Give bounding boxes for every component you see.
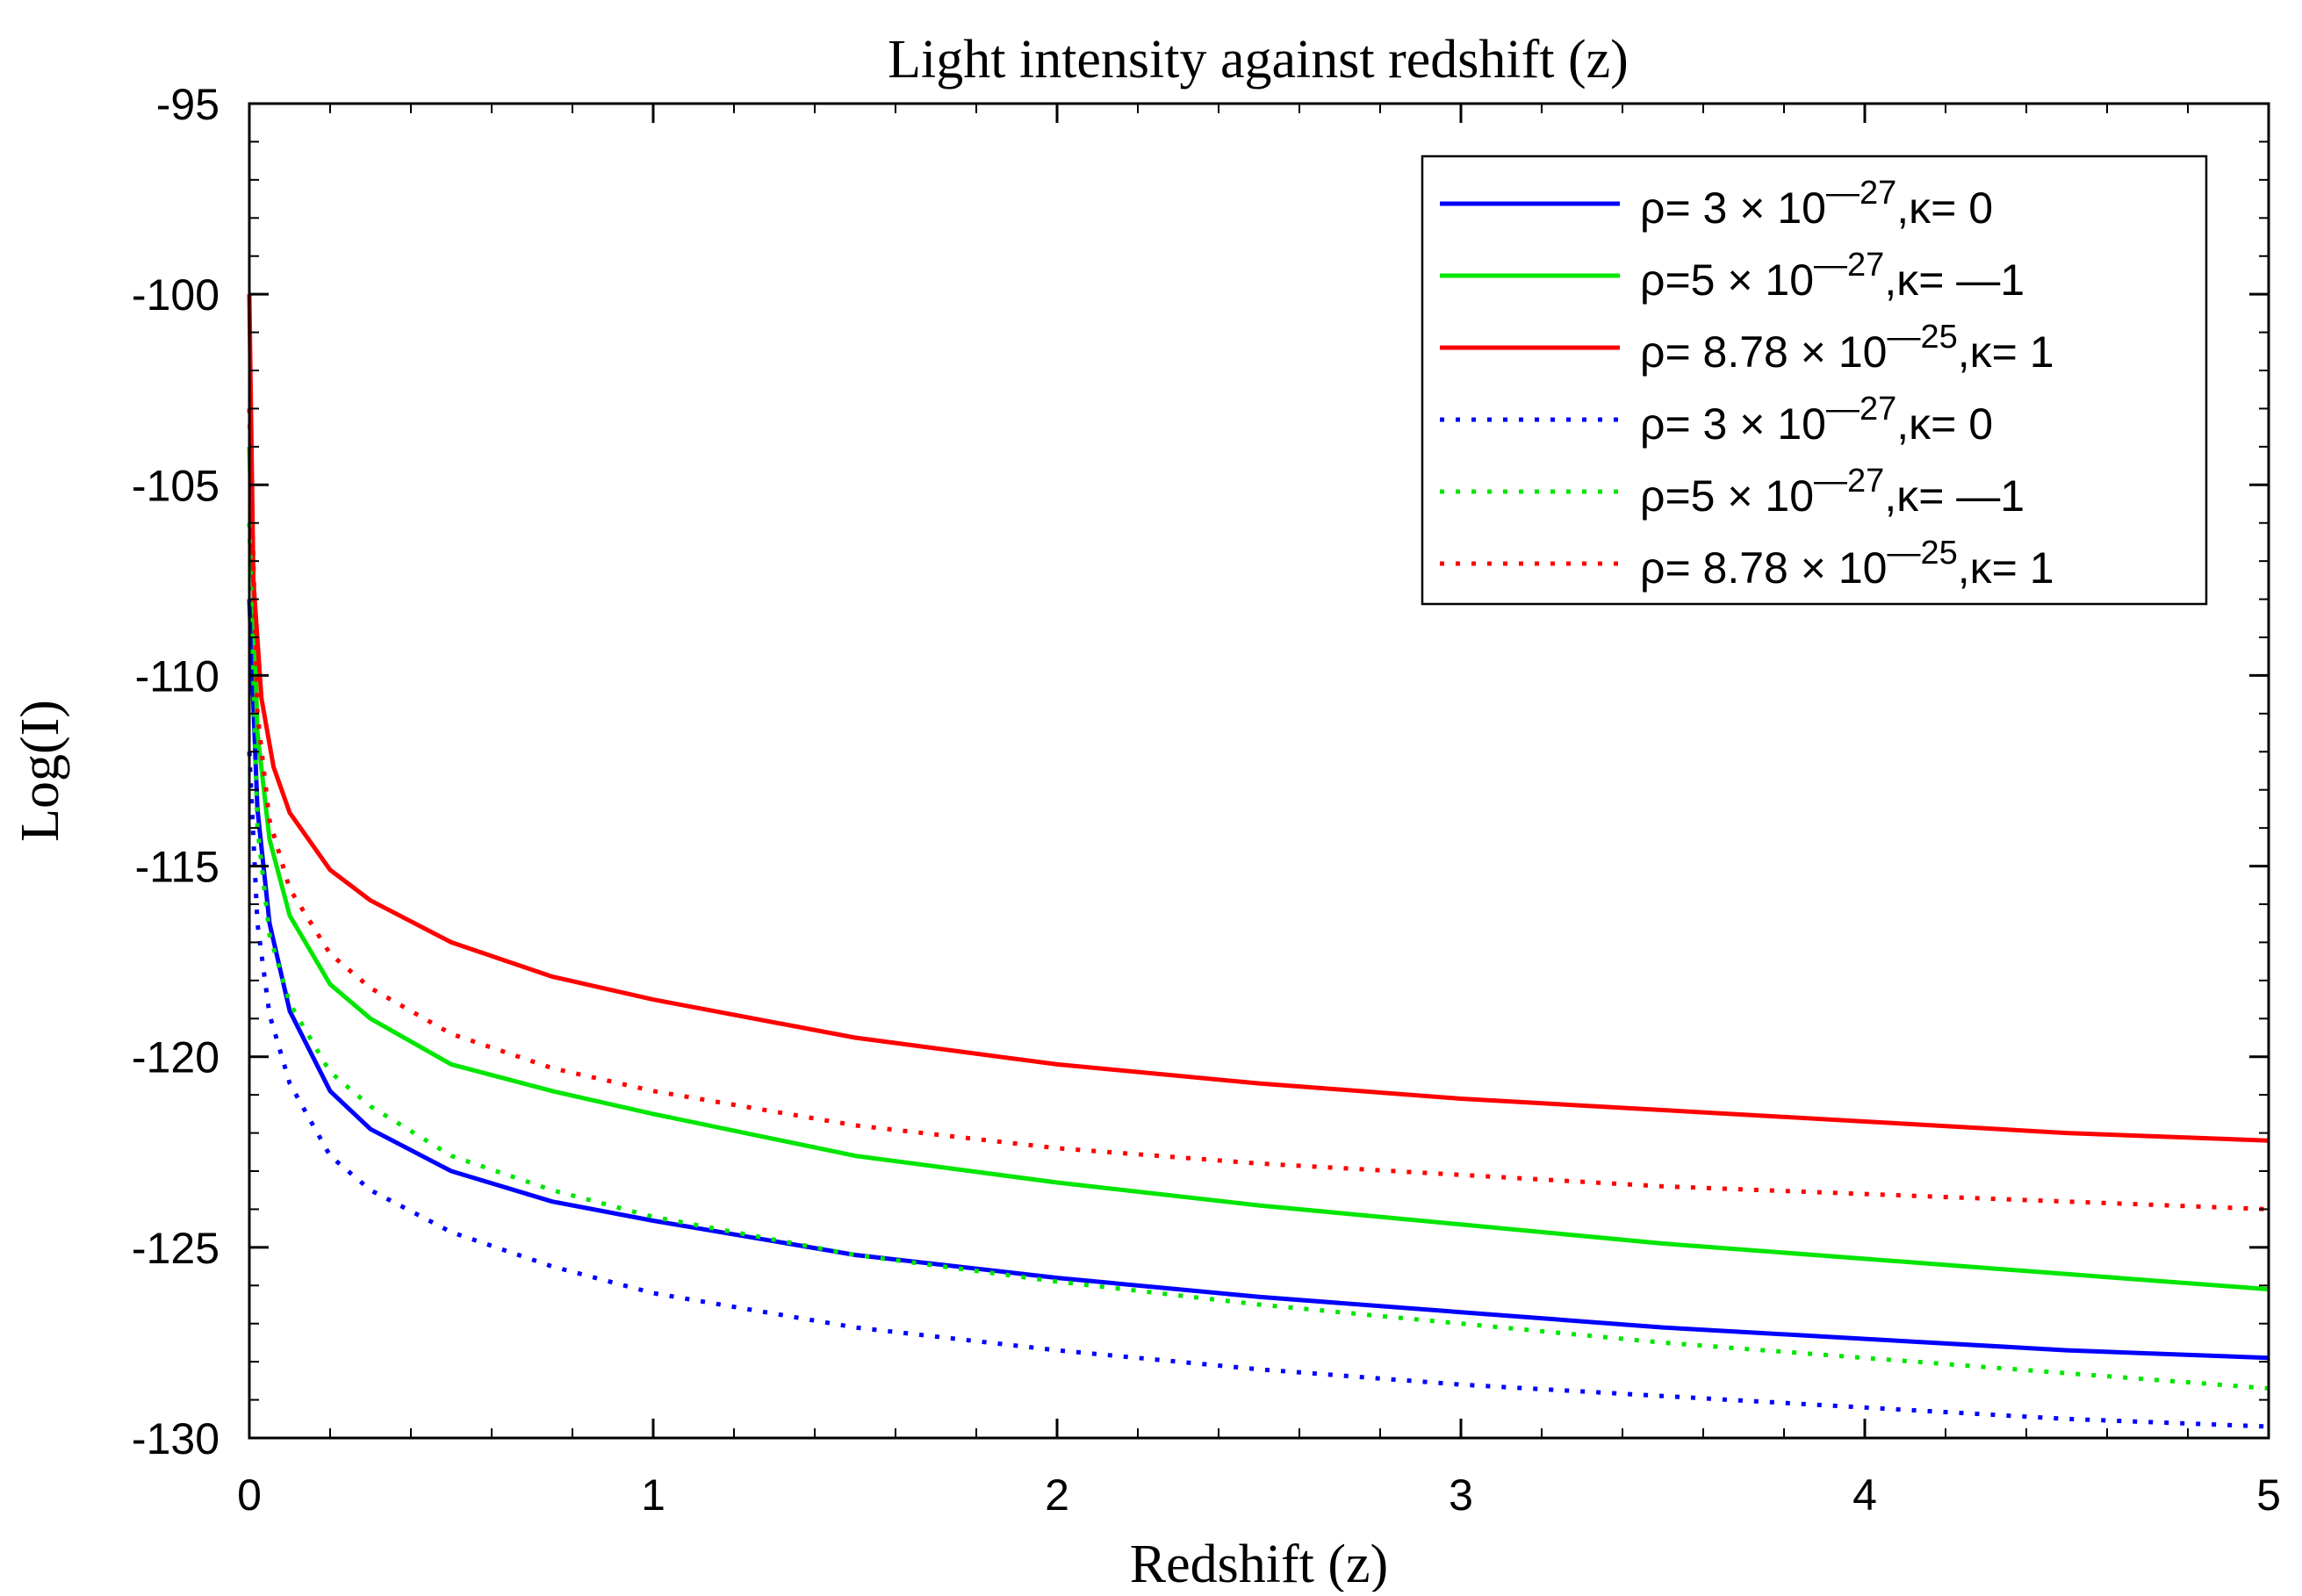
plot-frame (248, 102, 2270, 1440)
series-line-5-dotted (247, 522, 2270, 1391)
legend-label-kappa: ,κ= —1 (1884, 471, 2025, 521)
x-tick-label: 5 (2256, 1470, 2281, 1520)
legend-item-4: ρ= 3 × 10—27,κ= 0 (1440, 391, 1993, 449)
y-tick-label: -100 (132, 270, 219, 320)
x-tick-label: 0 (237, 1470, 262, 1520)
legend-label: ρ=5 × 10—27,κ= —1 (1640, 247, 2025, 305)
series-line-6-dotted (247, 408, 2270, 1211)
legend-label: ρ= 8.78 × 10—25,κ= 1 (1640, 535, 2054, 593)
legend-label-kappa: ,κ= 0 (1896, 399, 1993, 449)
y-tick-label: -115 (135, 843, 219, 892)
legend-label-base: ρ= 3 × 10 (1640, 399, 1826, 449)
legend-label-exponent: —27 (1826, 391, 1896, 428)
legend-label-base: ρ= 8.78 × 10 (1640, 543, 1887, 593)
x-tick-label: 2 (1045, 1470, 1069, 1520)
y-axis-label: Log(I) (11, 700, 70, 842)
legend-item-3: ρ= 8.78 × 10—25,κ= 1 (1440, 319, 2054, 377)
legend-item-2: ρ=5 × 10—27,κ= —1 (1440, 247, 2025, 305)
legend-label-kappa: ,κ= 1 (1958, 543, 2054, 593)
legend-item-6: ρ= 8.78 × 10—25,κ= 1 (1440, 535, 2054, 593)
series-line-2-solid (247, 446, 2270, 1292)
y-tick-label: -120 (132, 1033, 219, 1082)
legend-label-kappa: ,κ= —1 (1884, 255, 2025, 305)
x-axis-label: Redshift (z) (1130, 1535, 1388, 1592)
axes-layer: 0 1 2 3 4 5 -95 -100 -105 -110 -115 -120 -125 -130 (132, 80, 2281, 1520)
legend-label-kappa: ,κ= 1 (1958, 327, 2054, 377)
chart-title: Light intensity against redshift (z) (888, 30, 1629, 90)
legend-label: ρ= 3 × 10—27,κ= 0 (1640, 391, 1993, 449)
legend-label: ρ= 8.78 × 10—25,κ= 1 (1640, 319, 2054, 377)
legend-item-1: ρ= 3 × 10—27,κ= 0 (1440, 175, 1993, 233)
y-tick-label: -130 (132, 1414, 219, 1463)
x-tick-label: 4 (1852, 1470, 1877, 1520)
legend-label-base: ρ= 3 × 10 (1640, 183, 1826, 233)
legend-label-exponent: —27 (1814, 247, 1884, 284)
x-tick-label: 1 (641, 1470, 665, 1520)
y-tick-label: -110 (135, 651, 219, 701)
legend: ρ= 3 × 10—27,κ= 0ρ=5 × 10—27,κ= —1ρ= 8.7… (1421, 155, 2208, 606)
legend-label: ρ=5 × 10—27,κ= —1 (1640, 463, 2025, 521)
y-tick-label: -105 (132, 461, 219, 510)
legend-label-kappa: ,κ= 0 (1896, 183, 1993, 233)
legend-label-base: ρ=5 × 10 (1640, 255, 1814, 305)
legend-label-base: ρ= 8.78 × 10 (1640, 327, 1887, 377)
series-line-3-solid (247, 294, 2270, 1143)
legend-label-exponent: —27 (1814, 463, 1884, 500)
legend-box (1421, 155, 2208, 606)
legend-label-base: ρ=5 × 10 (1640, 471, 1814, 521)
plot-layer (247, 294, 2270, 1429)
legend-item-5: ρ=5 × 10—27,κ= —1 (1440, 463, 2025, 521)
y-tick-label: -95 (156, 80, 219, 129)
legend-entries: ρ= 3 × 10—27,κ= 0ρ=5 × 10—27,κ= —1ρ= 8.7… (1440, 175, 2054, 593)
legend-label: ρ= 3 × 10—27,κ= 0 (1640, 175, 1993, 233)
legend-label-exponent: —25 (1887, 535, 1957, 572)
legend-label-exponent: —25 (1887, 319, 1957, 356)
x-tick-label: 3 (1449, 1470, 1473, 1520)
legend-label-exponent: —27 (1826, 175, 1896, 212)
y-tick-label: -125 (132, 1224, 219, 1273)
